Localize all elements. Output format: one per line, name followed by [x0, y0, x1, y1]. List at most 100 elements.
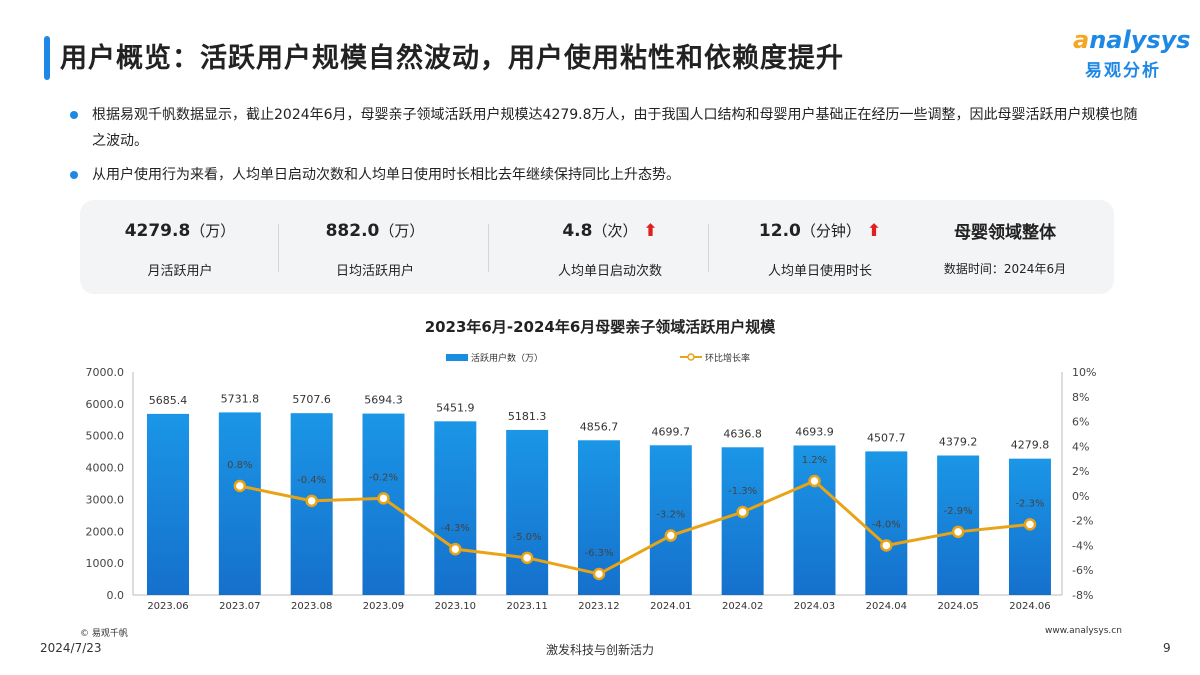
x-tick-label: 2024.02 [722, 601, 763, 612]
bar-data-label: 4699.7 [652, 425, 691, 438]
bar-data-label: 4507.7 [867, 431, 906, 444]
left-tick-label: 5000.0 [86, 430, 125, 443]
growth-rate-point [520, 551, 534, 565]
right-tick-label: 10% [1072, 366, 1096, 379]
growth-rate-point [233, 479, 247, 493]
left-tick-label: 4000.0 [86, 462, 125, 475]
x-tick-label: 2023.07 [219, 601, 260, 612]
bullet-1: 根据易观千帆数据显示，截止2024年6月，母婴亲子领域活跃用户规模达4279.8… [70, 102, 1140, 154]
growth-rate-label: -5.0% [513, 532, 542, 543]
x-tick-label: 2023.08 [291, 601, 332, 612]
growth-rate-point [449, 542, 462, 556]
legend-line-label: 环比增长率 [705, 352, 750, 364]
right-tick-label: -8% [1072, 589, 1093, 602]
kpi-panel: 4279.8（万） 月活跃用户 882.0（万） 日均活跃用户 4.8（次） ⬆… [80, 200, 1114, 294]
bar-data-label: 5685.4 [149, 394, 188, 407]
growth-rate-label: 0.8% [227, 460, 252, 471]
left-tick-label: 0.0 [107, 589, 125, 602]
bullet-2: 从用户使用行为来看，人均单日启动次数和人均单日使用时长相比去年继续保持同比上升态… [70, 162, 1140, 188]
page-number: 9 [1163, 641, 1171, 655]
growth-rate-label: -4.3% [441, 523, 470, 534]
title-accent-bar [44, 36, 50, 80]
left-tick-label: 2000.0 [86, 525, 125, 538]
bar-data-label: 5694.3 [364, 394, 403, 407]
bar [218, 412, 261, 595]
footer-date: 2024/7/23 [40, 641, 102, 655]
x-tick-label: 2023.11 [506, 601, 547, 612]
bar-data-label: 5707.6 [292, 393, 331, 406]
bullet-dot-icon [70, 111, 78, 119]
bar-data-label: 4279.8 [1011, 439, 1050, 452]
bar-data-label: 5181.3 [508, 410, 547, 423]
kpi-launches: 4.8（次） ⬆ 人均单日启动次数 [557, 221, 662, 279]
bar-data-label: 5451.9 [436, 401, 475, 414]
bar [793, 445, 836, 595]
kpi-dau: 882.0（万） 日均活跃用户 [325, 221, 425, 279]
bar [506, 429, 549, 595]
x-tick-label: 2023.06 [147, 601, 188, 612]
bar [721, 447, 764, 595]
bar [147, 413, 189, 595]
growth-rate-point [736, 505, 749, 519]
left-tick-label: 3000.0 [86, 493, 125, 506]
growth-rate-label: -1.3% [728, 486, 757, 497]
footer-url[interactable]: www.analysys.cn [1045, 626, 1122, 636]
bar [937, 455, 980, 595]
growth-rate-label: -3.2% [656, 510, 685, 521]
growth-rate-label: 1.2% [802, 455, 827, 466]
combo-chart: 0.0 1000.0 2000.0 3000.0 4000.0 5000.0 6000.0 7… [86, 352, 1097, 612]
arrow-up-icon: ⬆ [643, 221, 658, 241]
right-tick-label: 8% [1072, 391, 1089, 404]
right-tick-label: 4% [1072, 440, 1089, 453]
x-tick-label: 2023.12 [578, 601, 619, 612]
growth-rate-label: -0.2% [369, 472, 398, 483]
growth-rate-label: -2.9% [944, 506, 973, 517]
growth-rate-label: -2.3% [1015, 498, 1044, 509]
left-tick-label: 7000.0 [86, 366, 125, 379]
x-tick-label: 2024.01 [650, 601, 691, 612]
bar-data-label: 4379.2 [939, 435, 978, 448]
legend-line-marker [687, 353, 695, 361]
right-tick-label: 2% [1072, 465, 1089, 478]
growth-rate-point [1023, 518, 1037, 531]
right-tick-label: 0% [1072, 490, 1089, 503]
bullet-dot-icon [70, 171, 78, 179]
kpi-duration: 12.0（分钟） ⬆ 人均单日使用时长 [758, 221, 882, 279]
growth-rate-point [808, 474, 821, 488]
kpi-summary: 母婴领域整体 数据时间：2024年6月 [943, 223, 1067, 276]
bar [649, 445, 692, 595]
growth-rate-point [305, 494, 318, 508]
right-tick-label: -6% [1072, 564, 1093, 577]
growth-rate-label: -4.0% [872, 519, 901, 530]
x-tick-label: 2024.03 [794, 601, 835, 612]
bar-data-label: 4693.9 [795, 425, 834, 438]
x-tick-label: 2023.09 [363, 601, 404, 612]
x-tick-label: 2023.10 [435, 601, 476, 612]
growth-rate-label: -6.3% [584, 548, 613, 559]
growth-rate-point [880, 539, 893, 552]
growth-rate-point [664, 529, 678, 542]
bar-data-label: 4636.8 [723, 427, 762, 440]
right-tick-label: -2% [1072, 515, 1093, 528]
source-note: © 易观千帆 [80, 629, 128, 639]
bar-data-label: 5731.8 [221, 392, 260, 405]
arrow-up-icon: ⬆ [866, 221, 882, 241]
chart-title: 2023年6月-2024年6月母婴亲子领域活跃用户规模 [424, 318, 776, 336]
analysys-logo: analysys 易观分析 [1073, 26, 1191, 81]
bar [865, 451, 908, 595]
growth-rate-point [951, 525, 965, 539]
x-tick-label: 2024.06 [1009, 601, 1050, 612]
growth-rate-point [377, 492, 390, 505]
legend-bar-swatch [446, 354, 468, 361]
left-tick-label: 6000.0 [86, 398, 125, 411]
kpi-mau: 4279.8（万） 月活跃用户 [124, 221, 236, 279]
right-tick-label: -4% [1072, 539, 1093, 552]
footer-slogan: 激发科技与创新活力 [545, 643, 654, 657]
x-tick-label: 2024.05 [937, 601, 978, 612]
right-tick-label: 6% [1072, 416, 1089, 429]
x-tick-label: 2024.04 [866, 601, 907, 612]
growth-rate-point [592, 567, 606, 581]
page-title: 用户概览：活跃用户规模自然波动，用户使用粘性和依赖度提升 [60, 43, 844, 74]
bar-data-label: 4856.7 [580, 420, 619, 433]
legend-bar-label: 活跃用户数（万） [471, 352, 543, 364]
